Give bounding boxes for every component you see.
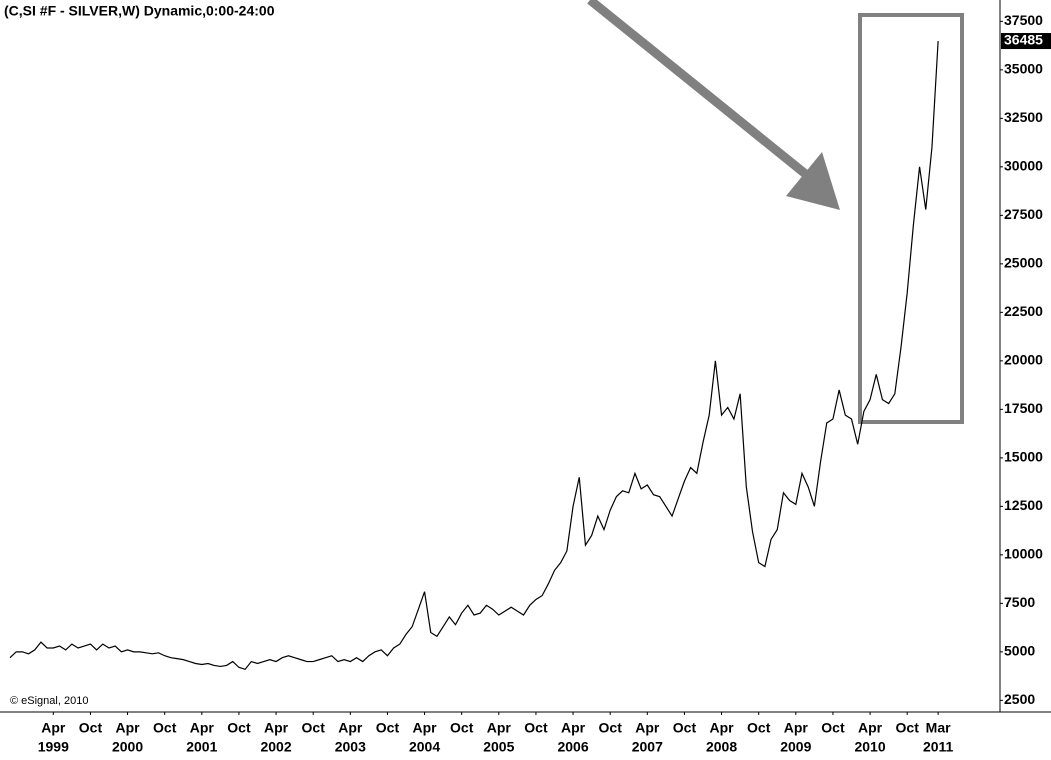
x-year-label: 2005 bbox=[483, 739, 514, 755]
y-tick-label: 15000 bbox=[1004, 449, 1043, 465]
x-year-label: 2009 bbox=[780, 739, 811, 755]
x-tick-label: Apr bbox=[487, 720, 512, 736]
x-tick-label: Apr bbox=[858, 720, 883, 736]
x-tick-label: Oct bbox=[450, 720, 474, 736]
y-tick-label: 22500 bbox=[1004, 303, 1043, 319]
x-tick-label: Oct bbox=[376, 720, 400, 736]
x-year-label: 2008 bbox=[706, 739, 737, 755]
x-year-label: 2004 bbox=[409, 739, 440, 755]
x-tick-label: Apr bbox=[116, 720, 141, 736]
x-tick-label: Oct bbox=[599, 720, 623, 736]
x-tick-label: Oct bbox=[673, 720, 697, 736]
x-tick-label: Oct bbox=[524, 720, 548, 736]
x-year-label: 2007 bbox=[632, 739, 663, 755]
x-year-label: 2002 bbox=[260, 739, 291, 755]
x-tick-label: Oct bbox=[302, 720, 326, 736]
x-year-label: 2006 bbox=[557, 739, 588, 755]
y-tick-label: 32500 bbox=[1004, 109, 1043, 125]
y-tick-label: 5000 bbox=[1004, 643, 1035, 659]
y-tick-label: 20000 bbox=[1004, 352, 1043, 368]
y-tick-label: 25000 bbox=[1004, 255, 1043, 271]
x-year-label: 2000 bbox=[112, 739, 143, 755]
x-year-label: 2011 bbox=[923, 739, 954, 755]
last-value-label: 36485 bbox=[1004, 32, 1043, 48]
x-tick-label: Apr bbox=[190, 720, 215, 736]
x-tick-label: Oct bbox=[79, 720, 103, 736]
y-tick-label: 30000 bbox=[1004, 158, 1043, 174]
x-tick-label: Apr bbox=[710, 720, 735, 736]
y-tick-label: 12500 bbox=[1004, 497, 1043, 513]
x-year-label: 2001 bbox=[186, 739, 217, 755]
y-tick-label: 37500 bbox=[1004, 12, 1043, 28]
x-tick-label: Apr bbox=[413, 720, 438, 736]
highlight-box bbox=[858, 13, 964, 424]
chart-title: (C,SI #F - SILVER,W) Dynamic,0:00-24:00 bbox=[4, 3, 275, 19]
arrow-shaft bbox=[587, 0, 811, 180]
x-year-label: 2010 bbox=[854, 739, 885, 755]
x-tick-label: Apr bbox=[338, 720, 363, 736]
x-tick-label: Oct bbox=[153, 720, 177, 736]
y-tick-label: 7500 bbox=[1004, 594, 1035, 610]
annotation: © eSignal, 2010 bbox=[10, 695, 88, 707]
y-tick-label: 2500 bbox=[1004, 691, 1035, 707]
highlight bbox=[587, 0, 964, 424]
y-tick-label: 35000 bbox=[1004, 61, 1043, 77]
x-tick-label: Apr bbox=[41, 720, 66, 736]
x-tick-label: Apr bbox=[264, 720, 289, 736]
y-tick-label: 27500 bbox=[1004, 206, 1043, 222]
x-tick-label: Mar bbox=[926, 720, 951, 736]
x-tick-label: Oct bbox=[896, 720, 920, 736]
x-tick-label: Oct bbox=[747, 720, 771, 736]
x-tick-label: Apr bbox=[784, 720, 809, 736]
x-tick-label: Apr bbox=[561, 720, 586, 736]
arrow-head bbox=[786, 152, 840, 210]
y-tick-label: 10000 bbox=[1004, 546, 1043, 562]
x-year-label: 2003 bbox=[335, 739, 366, 755]
x-year-label: 1999 bbox=[38, 739, 69, 755]
y-tick-label: 17500 bbox=[1004, 400, 1043, 416]
price-line bbox=[9, 40, 939, 671]
last-value-box bbox=[1001, 33, 1051, 50]
x-tick-label: Oct bbox=[227, 720, 251, 736]
x-tick-label: Apr bbox=[635, 720, 660, 736]
x-tick-label: Oct bbox=[821, 720, 845, 736]
